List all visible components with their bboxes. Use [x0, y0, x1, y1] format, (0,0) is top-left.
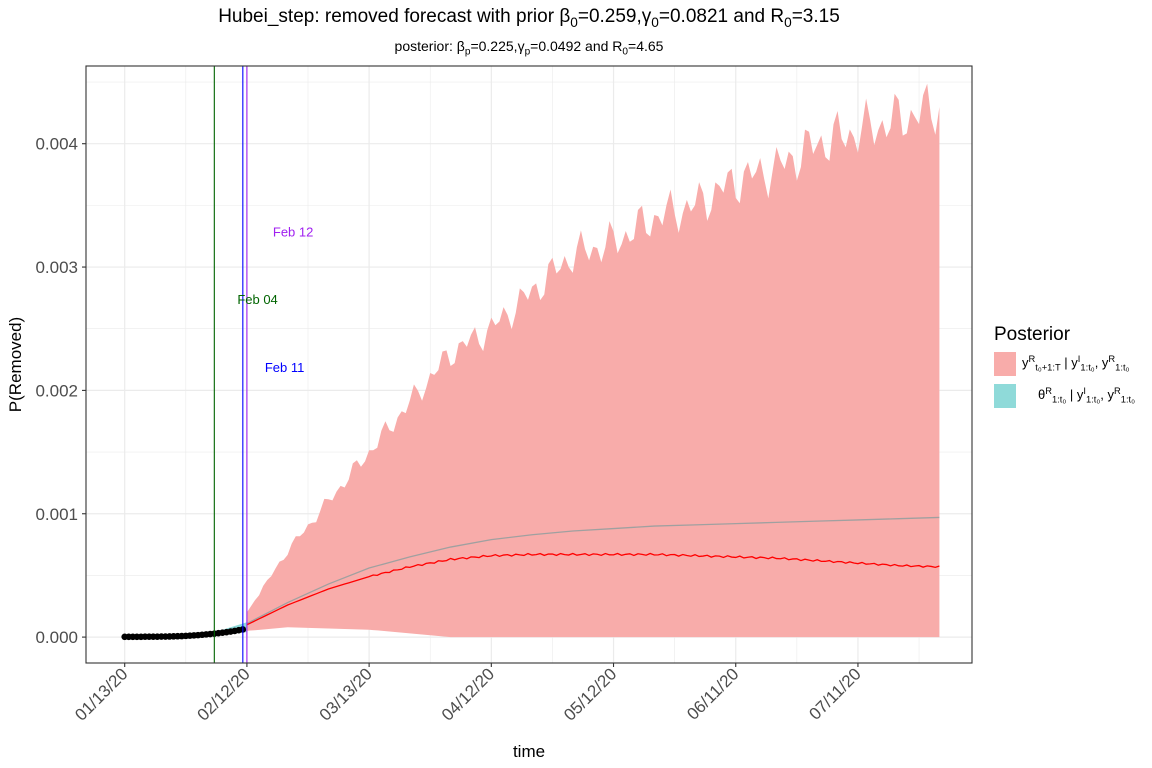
x-tick-label: 06/11/20 [683, 664, 742, 723]
x-tick-label: 04/12/20 [438, 664, 498, 724]
x-axis-title: time [513, 742, 545, 761]
chart-title: Hubei_step: removed forecast with prior … [218, 6, 840, 30]
forecast-median-line [246, 552, 940, 626]
legend-item-forecast: yRt₀+1:T | yI1:t₀, yR1:t₀ [994, 350, 1152, 378]
prior-mean-line [246, 516, 940, 625]
legend: Posterior yRt₀+1:T | yI1:t₀, yR1:t₀ θR1:… [994, 324, 1152, 410]
x-tick-label: 05/12/20 [560, 664, 620, 724]
y-tick-label: 0.004 [35, 135, 78, 154]
legend-swatch-posterior [994, 384, 1016, 408]
plot-border [85, 65, 973, 664]
forecast-band [246, 83, 940, 638]
y-tick-label: 0.003 [35, 258, 78, 277]
chart-subtitle: posterior: βp=0.225,γp=0.0492 and R0=4.6… [394, 38, 664, 58]
vline-label-feb-11: Feb 11 [265, 360, 305, 375]
x-tick-label: 01/13/20 [71, 664, 131, 724]
y-tick-label: 0.000 [35, 628, 78, 647]
legend-label-posterior: θR1:t₀ | yI1:t₀, yR1:t₀ [1038, 386, 1136, 405]
vline-label-feb-04: Feb 04 [237, 292, 277, 307]
legend-item-posterior: θR1:t₀ | yI1:t₀, yR1:t₀ [994, 382, 1152, 410]
legend-swatch-forecast [994, 352, 1016, 376]
vline-label-feb-12: Feb 12 [273, 224, 313, 239]
x-tick-label: 02/12/20 [193, 664, 253, 724]
x-tick-label: 03/13/20 [316, 664, 376, 724]
x-tick-label: 07/11/20 [805, 664, 864, 723]
y-tick-label: 0.001 [35, 505, 78, 524]
y-tick-label: 0.002 [35, 381, 78, 400]
y-axis-title: P(Removed) [6, 317, 25, 412]
legend-title: Posterior [994, 324, 1071, 345]
legend-label-forecast: yRt₀+1:T | yI1:t₀, yR1:t₀ [1022, 354, 1130, 373]
